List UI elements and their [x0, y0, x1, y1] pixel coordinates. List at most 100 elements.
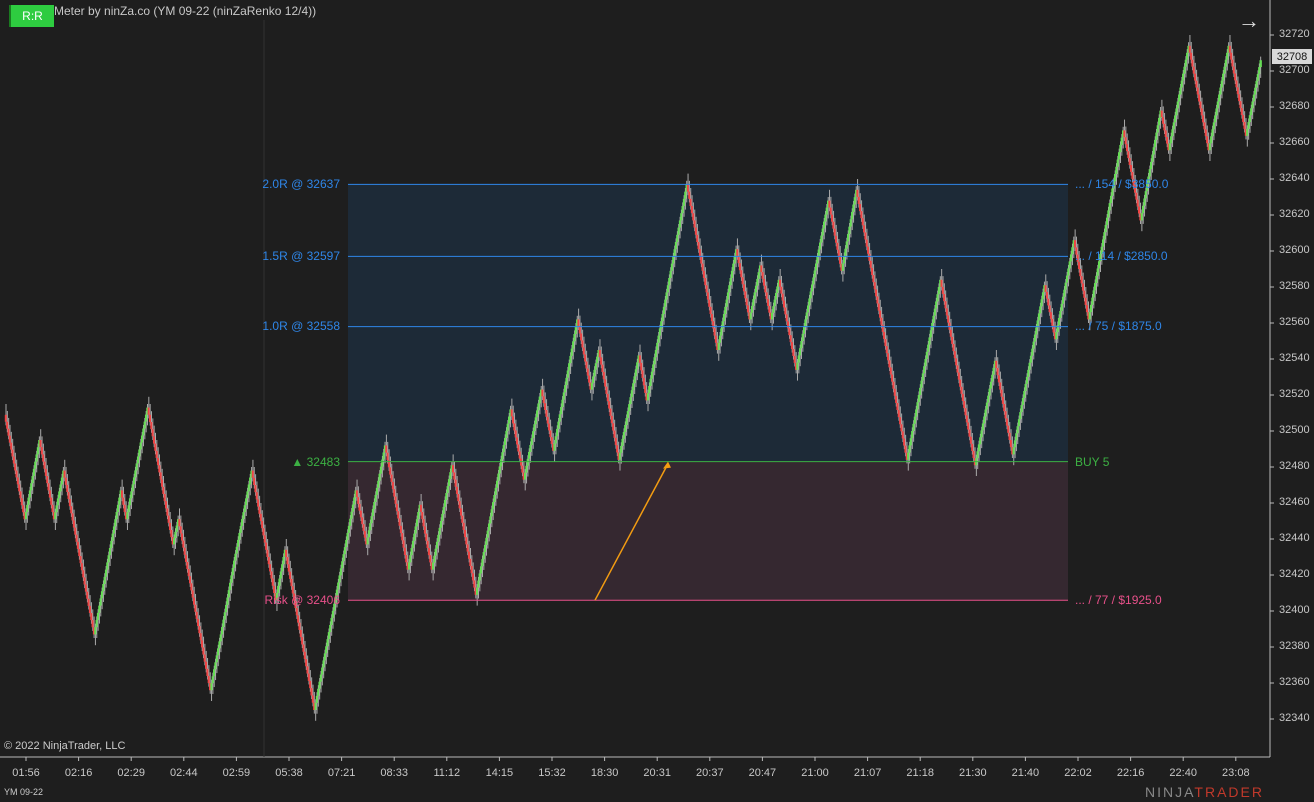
- candle-body: [1031, 348, 1034, 356]
- candle-body: [649, 378, 652, 386]
- candle-body: [654, 350, 658, 358]
- candle-body: [442, 506, 445, 514]
- candle-body: [22, 505, 25, 513]
- candle-body: [953, 351, 957, 359]
- candle-body: [569, 355, 572, 364]
- candle-body: [1244, 128, 1248, 136]
- candle-body: [1203, 122, 1206, 130]
- candle-body: [136, 456, 140, 464]
- arrow-right-icon[interactable]: →: [1238, 8, 1260, 33]
- candle-body: [1051, 318, 1054, 326]
- candle-body: [425, 533, 428, 541]
- candle-body: [1184, 59, 1188, 67]
- candle-body: [985, 402, 989, 410]
- candle-body: [286, 557, 289, 565]
- candle-body: [626, 411, 630, 419]
- candle-body: [150, 422, 153, 430]
- candle-body: [637, 355, 640, 363]
- candle-body: [1258, 67, 1261, 74]
- candle-body: [1045, 291, 1049, 299]
- candle-body: [187, 569, 191, 577]
- candle-body: [229, 582, 232, 591]
- candle-body: [36, 447, 40, 455]
- candle-body: [59, 484, 62, 492]
- candle-body: [696, 234, 699, 242]
- candle-body: [281, 564, 284, 572]
- candle-body: [1138, 206, 1141, 214]
- candle-body: [833, 228, 837, 236]
- candle-body: [1064, 282, 1067, 290]
- candle-body: [1011, 447, 1014, 455]
- candle-body: [1128, 158, 1132, 166]
- candle-body: [712, 321, 715, 329]
- rr-toggle-button[interactable]: R:R: [9, 5, 54, 27]
- candle-body: [269, 564, 272, 572]
- candle-body: [1055, 332, 1058, 340]
- candle-body: [313, 702, 316, 710]
- candle-body: [537, 403, 540, 411]
- candle-body: [1163, 123, 1166, 131]
- candle-body: [1063, 289, 1066, 297]
- candle-body: [1049, 312, 1053, 319]
- candle-body: [1191, 59, 1194, 67]
- candle-body: [299, 629, 303, 638]
- candle-body: [568, 363, 571, 371]
- candle-body: [106, 562, 109, 570]
- candle-body: [1152, 147, 1156, 155]
- candle-body: [126, 512, 129, 520]
- candle-body: [495, 480, 499, 488]
- candle-body: [483, 544, 487, 553]
- candle-body: [302, 644, 305, 652]
- candle-body: [1015, 433, 1018, 441]
- candle-body: [546, 416, 550, 424]
- candle-body: [35, 454, 38, 462]
- candle-body: [841, 263, 845, 271]
- candle-body: [201, 640, 204, 648]
- candle-body: [242, 512, 245, 520]
- candle-body: [736, 249, 739, 257]
- candle-body: [234, 553, 237, 561]
- candle-body: [681, 206, 684, 214]
- candle-body: [612, 423, 615, 431]
- candle-body: [172, 538, 176, 545]
- candle-body: [1093, 283, 1097, 291]
- candle-body: [927, 344, 930, 352]
- candle-body: [1133, 185, 1137, 193]
- candle-body: [350, 511, 353, 519]
- candle-body: [52, 512, 56, 520]
- candle-body: [827, 200, 830, 208]
- candle-body: [116, 504, 120, 512]
- candle-body: [473, 580, 476, 588]
- price-tick-label: 32540: [1279, 352, 1310, 364]
- candle-body: [608, 401, 611, 409]
- candle-body: [140, 435, 144, 443]
- candle-body: [471, 573, 475, 581]
- candle-body: [554, 436, 558, 444]
- candle-body: [845, 241, 849, 249]
- candle-body: [39, 440, 42, 448]
- entry-arrow-line: [594, 465, 668, 601]
- candle-body: [825, 207, 829, 215]
- candle-body: [928, 337, 931, 345]
- candle-body: [701, 263, 704, 271]
- candle-body: [40, 447, 44, 455]
- candle-body: [689, 198, 692, 206]
- candle-body: [790, 342, 794, 350]
- candle-body: [784, 307, 787, 315]
- candle-body: [891, 374, 894, 382]
- candle-body: [812, 277, 815, 285]
- candle-body: [892, 381, 895, 389]
- candle-body: [1238, 94, 1241, 102]
- candle-body: [334, 596, 337, 604]
- candle-body: [191, 590, 195, 598]
- candle-body: [951, 336, 954, 344]
- candle-body: [318, 681, 321, 689]
- candle-body: [250, 470, 253, 478]
- candle-body: [574, 326, 578, 334]
- candle-body: [758, 265, 762, 273]
- candle-body: [159, 472, 163, 480]
- candle-body: [351, 504, 355, 512]
- candle-body: [685, 184, 688, 192]
